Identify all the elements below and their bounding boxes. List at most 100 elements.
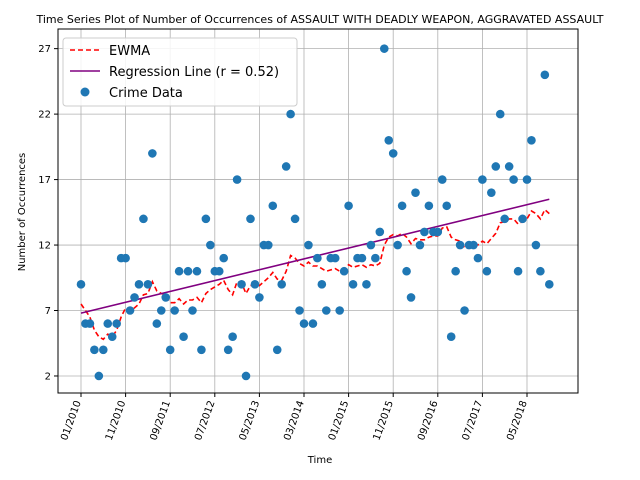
data-point: [228, 332, 237, 341]
legend-ewma-label: EWMA: [109, 44, 150, 59]
data-point: [509, 175, 518, 184]
data-point: [250, 280, 260, 289]
data-point: [255, 293, 264, 302]
data-point: [76, 280, 86, 289]
data-point: [482, 266, 492, 276]
data-point: [232, 175, 242, 184]
ewma-line: [80, 208, 550, 341]
data-point: [277, 280, 287, 289]
y-tick-label: 22: [38, 110, 51, 121]
data-point: [112, 319, 121, 328]
data-point: [156, 306, 166, 315]
data-point: [94, 371, 104, 381]
data-point: [500, 214, 510, 224]
data-point: [134, 280, 144, 289]
data-point: [545, 280, 554, 289]
data-point: [161, 293, 171, 302]
data-point: [290, 214, 300, 224]
data-point: [165, 345, 175, 355]
data-point: [313, 253, 322, 263]
data-point: [531, 240, 541, 250]
data-point: [371, 253, 380, 263]
data-point: [495, 109, 505, 119]
data-point: [487, 188, 496, 197]
data-point: [317, 280, 327, 289]
data-point: [299, 319, 309, 328]
legend-box: [62, 37, 298, 107]
data-point: [451, 266, 460, 276]
data-point: [192, 266, 202, 276]
data-point: [384, 135, 394, 145]
data-point: [362, 280, 371, 289]
data-point: [473, 253, 483, 263]
data-point: [540, 70, 550, 80]
data-point: [304, 240, 313, 250]
x-tick-label: 05/2018: [505, 399, 530, 442]
x-tick-label: 01/2015: [327, 399, 352, 442]
data-point: [406, 293, 416, 302]
data-point: [504, 162, 514, 171]
data-point: [286, 109, 295, 119]
x-tick-label: 01/2010: [59, 399, 84, 442]
data-point: [183, 266, 193, 276]
y-tick-label: 7: [45, 306, 51, 317]
data-point: [518, 214, 527, 224]
data-point: [322, 306, 331, 315]
data-point: [366, 240, 376, 250]
data-point: [121, 253, 130, 263]
data-point: [219, 253, 229, 263]
legend-regression-label: Regression Line (r = 0.52): [109, 65, 279, 80]
data-point: [330, 253, 340, 263]
data-point: [344, 201, 353, 211]
data-point: [308, 319, 318, 328]
x-tick-label: 07/2017: [461, 399, 486, 442]
data-point: [214, 266, 224, 276]
x-axis-label: Time: [307, 455, 332, 466]
legend-data-swatch: [80, 87, 90, 97]
data-point: [143, 280, 153, 289]
data-point: [148, 149, 157, 158]
x-tick-label: 11/2015: [371, 399, 396, 442]
data-point: [455, 240, 465, 250]
data-point: [513, 266, 523, 276]
data-point: [188, 306, 197, 315]
data-point: [201, 214, 211, 224]
y-tick-label: 2: [45, 371, 51, 382]
data-point: [174, 266, 184, 276]
data-point: [139, 214, 148, 224]
data-point: [281, 162, 291, 171]
data-point: [90, 345, 99, 355]
data-point: [446, 332, 456, 341]
data-point: [152, 319, 162, 328]
plot-frame: [57, 28, 579, 394]
ewma-series: [80, 208, 550, 341]
x-tick-label: 03/2014: [282, 399, 307, 442]
data-point: [246, 214, 255, 224]
data-point: [388, 149, 398, 158]
data-point: [130, 293, 139, 302]
x-tick-label: 09/2011: [148, 399, 173, 442]
data-point: [179, 332, 188, 341]
data-point: [411, 188, 420, 197]
legend-data-label: Crime Data: [109, 86, 183, 101]
data-point: [295, 306, 304, 315]
data-point: [375, 227, 385, 237]
x-tick-label: 07/2012: [193, 399, 218, 442]
data-point: [442, 201, 452, 211]
data-point: [415, 240, 425, 250]
y-tick-label: 17: [38, 175, 51, 186]
y-tick-label: 12: [38, 241, 51, 252]
data-point: [237, 280, 246, 289]
y-axis-label: Number of Occurrences: [17, 153, 28, 272]
x-tick-label: 09/2016: [416, 399, 441, 442]
data-point: [393, 240, 402, 250]
data-point: [522, 175, 532, 184]
data-point: [85, 319, 95, 328]
data-point: [348, 280, 358, 289]
data-point: [437, 175, 447, 184]
data-point: [272, 345, 282, 355]
data-point: [339, 266, 349, 276]
data-point: [335, 306, 344, 315]
data-point: [379, 44, 389, 53]
